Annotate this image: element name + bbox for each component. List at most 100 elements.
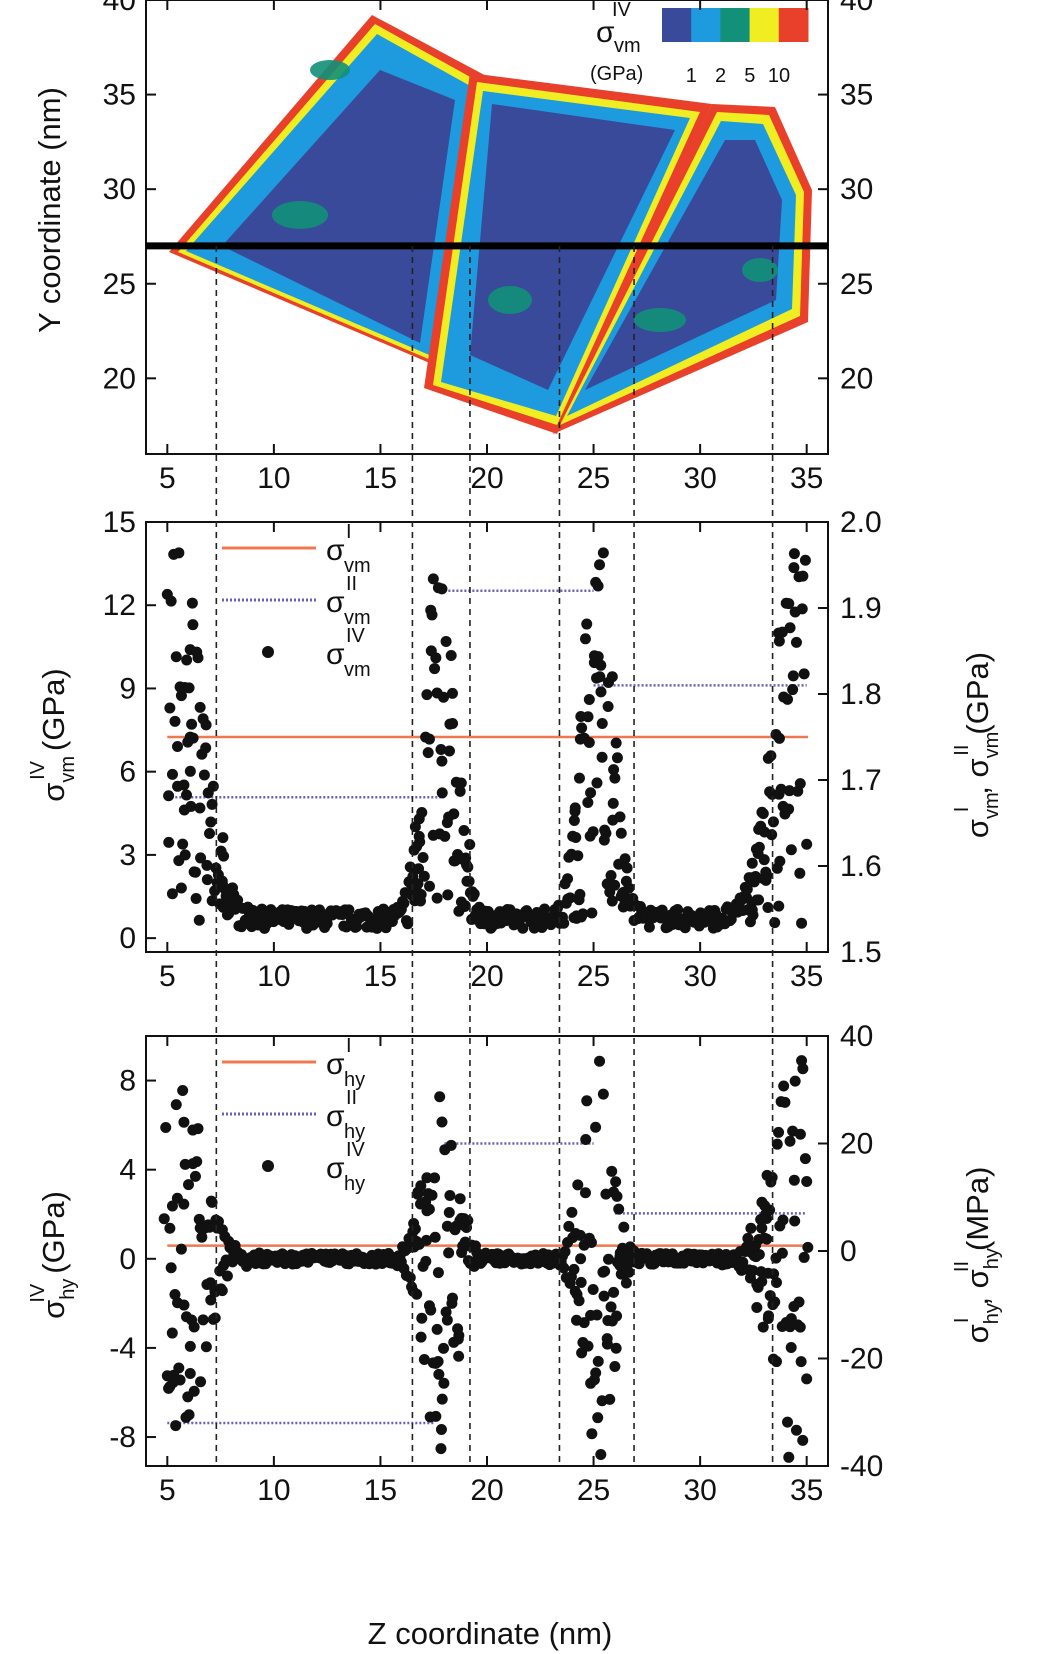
data-point	[764, 1204, 776, 1216]
data-point	[756, 1276, 768, 1288]
data-point	[429, 663, 441, 675]
data-point	[576, 722, 588, 734]
data-point	[409, 1223, 421, 1235]
data-point	[643, 921, 655, 933]
data-point	[606, 895, 618, 907]
von-mises-y-ticks-right: 1.5 1.6 1.7 1.8 1.9 2.0	[818, 506, 882, 969]
data-point	[623, 1266, 635, 1278]
data-point	[421, 1172, 433, 1184]
data-point	[796, 603, 808, 615]
data-point	[773, 1126, 785, 1138]
data-point	[672, 903, 684, 915]
legend-dot	[262, 646, 274, 658]
legend-sup: IV	[346, 1139, 366, 1161]
colorbar-swatches	[662, 8, 809, 42]
data-point	[184, 1340, 196, 1352]
data-point	[232, 894, 244, 906]
data-point	[166, 888, 178, 900]
data-point	[609, 772, 621, 784]
data-point	[761, 1233, 773, 1245]
data-point	[462, 1215, 474, 1227]
y-tick-right-label: 30	[840, 173, 873, 206]
colorbar-subscript: vm	[614, 35, 641, 57]
data-point	[761, 1213, 773, 1225]
data-point	[801, 838, 813, 850]
data-point	[177, 838, 189, 850]
data-point	[566, 1206, 578, 1218]
x-tick-label: 25	[577, 960, 610, 993]
data-point	[573, 772, 585, 784]
y-tick-label: 12	[103, 589, 136, 622]
data-point	[200, 1341, 212, 1353]
legend-sub: vm	[344, 555, 371, 577]
data-point	[184, 765, 196, 777]
grain-right	[553, 104, 812, 434]
legend-dot	[262, 1160, 274, 1172]
data-point	[769, 1296, 781, 1308]
data-point	[430, 652, 442, 664]
data-point	[789, 1215, 801, 1227]
data-point	[608, 1286, 620, 1298]
data-point	[575, 1253, 587, 1265]
data-point	[205, 1294, 217, 1306]
data-point	[606, 671, 618, 683]
data-point	[602, 701, 614, 713]
data-point	[218, 850, 230, 862]
data-point	[596, 717, 608, 729]
data-point	[193, 1213, 205, 1225]
data-point	[758, 854, 770, 866]
data-point	[611, 1310, 623, 1322]
data-point	[783, 803, 795, 815]
data-point	[784, 622, 796, 634]
data-point	[189, 1170, 201, 1182]
x-tick-label: 20	[470, 960, 503, 993]
y-tick-label: -4	[109, 1332, 136, 1365]
data-point	[582, 797, 594, 809]
y-tick-label: 4	[119, 1154, 136, 1187]
data-point	[785, 844, 797, 856]
data-point	[773, 732, 785, 744]
data-point	[787, 684, 799, 696]
colorbar-swatch	[749, 8, 780, 42]
data-point	[596, 751, 608, 763]
data-point	[607, 797, 619, 809]
colorbar-tick-label: 1	[686, 65, 697, 87]
colorbar-superscript: IV	[612, 0, 632, 21]
data-point	[790, 1424, 802, 1436]
data-point	[443, 1247, 455, 1259]
data-point	[575, 911, 587, 923]
legend-symbol: σ	[326, 1048, 345, 1081]
data-point	[794, 1321, 806, 1333]
data-point	[568, 1263, 580, 1275]
data-point	[797, 1063, 809, 1075]
data-point	[592, 1412, 604, 1424]
x-tick-label: 20	[470, 1474, 503, 1507]
data-point	[598, 834, 610, 846]
data-point	[798, 668, 810, 680]
data-point	[198, 769, 210, 781]
legend-sup: II	[346, 1087, 357, 1109]
data-point	[794, 1128, 806, 1140]
data-point	[170, 1099, 182, 1111]
data-point	[602, 1253, 614, 1265]
data-point	[757, 1321, 769, 1333]
data-point	[796, 917, 808, 929]
data-point	[442, 889, 454, 901]
data-point	[776, 1247, 788, 1259]
legend-sup: II	[346, 573, 357, 595]
data-point	[563, 1220, 575, 1232]
y-tick-label: 6	[119, 756, 136, 789]
data-point	[468, 888, 480, 900]
data-point	[783, 1451, 795, 1463]
legend-symbol: σ	[326, 1152, 345, 1185]
data-point	[160, 1122, 172, 1134]
data-point	[742, 1232, 754, 1244]
data-point	[432, 1267, 444, 1279]
data-point	[753, 1249, 765, 1261]
data-point	[178, 1198, 190, 1210]
data-point	[794, 778, 806, 790]
data-point	[582, 711, 594, 723]
data-point	[432, 1356, 444, 1368]
data-point	[178, 1116, 190, 1128]
legend-symbol: σ	[326, 1100, 345, 1133]
